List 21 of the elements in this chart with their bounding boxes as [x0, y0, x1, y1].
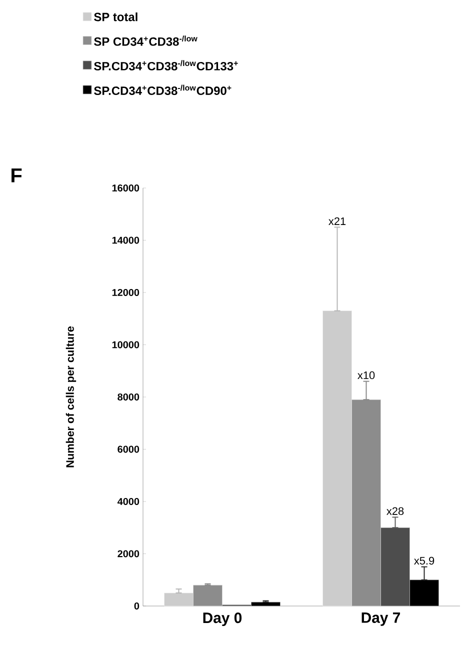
legend-label: SP CD34$^{+}$CD38$^{-/low}$ [94, 36, 198, 46]
y-tick-label: 0 [134, 602, 140, 610]
text: F [12, 168, 22, 182]
legend-label: SP total [94, 12, 138, 22]
x-tick-label: Day 0 [203, 612, 242, 626]
x-tick-label: Day 7 [362, 612, 400, 626]
annotation: x21 [328, 217, 346, 225]
annotation: x5.9 [414, 556, 434, 565]
y-tick-label: 8000 [118, 393, 140, 401]
annotation: x10 [358, 371, 375, 380]
y-tick-label: 10000 [112, 341, 140, 348]
y-tick-label: 6000 [118, 446, 140, 453]
y-tick-label: 4000 [117, 498, 140, 506]
y-tick-label: 2000 [118, 550, 140, 558]
legend-label: SP.CD34$^{+}$CD38$^{-/low}$CD133$^{+}$ [94, 60, 238, 70]
annotation: x28 [386, 507, 404, 515]
y-tick-label: 16000 [112, 184, 140, 192]
y-tick-label: 12000 [112, 288, 140, 296]
y-tick-label: 14000 [112, 236, 140, 244]
y-axis-title: Number of cells per culture [66, 326, 76, 468]
legend-label: SP.CD34$^{+}$CD38$^{-/low}$CD90$^{+}$ [94, 84, 232, 96]
